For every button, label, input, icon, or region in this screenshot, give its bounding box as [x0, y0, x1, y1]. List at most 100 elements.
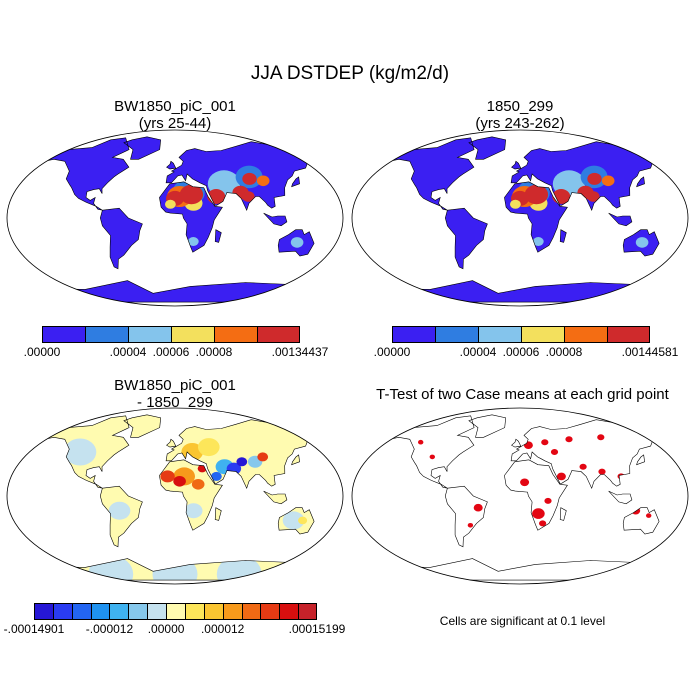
- coastline-australia: [622, 229, 660, 257]
- coastline-africa: [159, 181, 223, 253]
- panel-1-title-line2: (yrs 25-44): [138, 115, 212, 132]
- panel-2-title-line2: (yrs 243-262): [475, 115, 565, 132]
- colorbar-tick-label: .00134437: [271, 345, 329, 359]
- colorbar-swatch: [147, 603, 167, 620]
- colorbar-swatch: [90, 603, 110, 620]
- coastline-indonesia: [608, 490, 633, 505]
- colorbar-swatch: [435, 326, 478, 343]
- data-cell: [532, 508, 545, 519]
- data-cell: [429, 454, 435, 460]
- colorbar-case2: .00000 .00004 .00006 .00008 .00144581: [350, 326, 700, 366]
- land-layer: [383, 414, 665, 581]
- colorbar-swatch: [564, 326, 607, 343]
- colorbar-swatch: [34, 603, 53, 620]
- colorbar-swatch: [478, 326, 521, 343]
- colorbar-tick-label: .00000: [147, 622, 185, 636]
- data-cell: [108, 501, 131, 520]
- land-south-america: [445, 486, 488, 547]
- coastline-japan: [291, 454, 300, 466]
- data-cell: [216, 555, 262, 581]
- coastline-japan: [636, 176, 645, 188]
- data-cell: [187, 237, 199, 246]
- coastline-antarctica: [38, 280, 312, 303]
- data-cell: [191, 479, 205, 490]
- colorbar-swatch: [85, 326, 128, 343]
- data-cell: [256, 175, 270, 187]
- colorbar-swatch: [298, 603, 317, 620]
- data-cell: [532, 237, 544, 246]
- land-south-america: [100, 208, 143, 269]
- colorbar-tick-label: .00000: [23, 345, 61, 359]
- panel-3-title: BW1850_piC_001 - 1850_299: [75, 377, 275, 411]
- coastline-eurasia: [165, 419, 320, 490]
- data-cell: [242, 172, 257, 185]
- land-greenland: [468, 414, 506, 438]
- land-british-isles: [166, 439, 176, 448]
- data-cell: [290, 237, 304, 248]
- coastline-indonesia: [263, 212, 288, 227]
- land-british-isles: [511, 439, 521, 448]
- coastline-eurasia: [510, 141, 665, 212]
- data-cell: [587, 191, 600, 202]
- data-cell: [418, 439, 424, 445]
- coastline-british-isles: [511, 160, 522, 170]
- coastline-africa: [159, 459, 223, 531]
- coastline-africa: [504, 459, 568, 531]
- colorbar-swatch: [128, 326, 171, 343]
- map-border: [351, 129, 689, 307]
- land-madagascar: [215, 507, 222, 521]
- colorbar-swatch: [392, 326, 435, 343]
- colorbar-tick-label: .00144581: [621, 345, 679, 359]
- coastline-greenland: [123, 414, 162, 438]
- panel-2-title: 1850_299 (yrs 243-262): [420, 98, 620, 132]
- data-overlay: [510, 165, 649, 248]
- data-cell: [646, 513, 652, 518]
- map-border: [351, 407, 689, 585]
- colorbar-case1: .00000 .00004 .00006 .00008 .00134437: [0, 326, 350, 366]
- colorbar-diff: -.00014901 -.000012 .00000 .000012 .00015199: [0, 603, 350, 643]
- colorbar-tick-label: .00000: [373, 345, 411, 359]
- data-cell: [179, 184, 204, 205]
- data-cell: [510, 199, 521, 209]
- land-north-america: [42, 137, 130, 211]
- coastline-japan: [291, 176, 300, 188]
- panel-1-title: BW1850_piC_001 (yrs 25-44): [75, 98, 275, 132]
- colorbar-swatch: [521, 326, 564, 343]
- data-cell: [587, 172, 602, 185]
- coastline-eurasia: [510, 419, 665, 490]
- data-cell: [544, 497, 552, 504]
- colorbar-tick-label: .00004: [109, 345, 147, 359]
- ttest-footnote: Cells are significant at 0.1 level: [439, 614, 606, 628]
- land-eurasia: [166, 419, 319, 489]
- land-antarctica: [384, 280, 656, 303]
- coastline-south-america: [444, 207, 488, 270]
- panel-4-title: T-Test of two Case means at each grid po…: [350, 386, 695, 403]
- colorbar-tick-label: .00006: [502, 345, 540, 359]
- data-cell: [160, 470, 175, 483]
- map-border: [6, 407, 344, 585]
- data-cell: [541, 439, 549, 446]
- data-cell: [524, 184, 549, 205]
- colorbar-tick-label: .00008: [545, 345, 583, 359]
- colorbar-swatch: [241, 603, 261, 620]
- panel-3-title-line2: - 1850_299: [137, 394, 213, 411]
- colorbar-swatch: [257, 326, 300, 343]
- coastline-greenland: [468, 136, 507, 160]
- map-border: [6, 129, 344, 307]
- colorbar-swatch: [128, 603, 148, 620]
- coastline-north-america: [41, 137, 130, 211]
- colorbar-swatch: [184, 603, 204, 620]
- data-cell: [598, 468, 606, 475]
- coastline-antarctica: [383, 280, 657, 303]
- data-cell: [198, 438, 220, 457]
- coastline-north-america: [386, 415, 475, 489]
- data-cell: [242, 191, 255, 202]
- coastline-british-isles: [166, 160, 177, 170]
- coastline-south-america: [444, 485, 488, 548]
- data-cell: [63, 438, 97, 466]
- map-case1: [6, 129, 344, 307]
- data-cell: [635, 237, 649, 248]
- data-cell: [556, 472, 566, 481]
- colorbar-swatch: [203, 603, 223, 620]
- data-cell: [211, 471, 222, 481]
